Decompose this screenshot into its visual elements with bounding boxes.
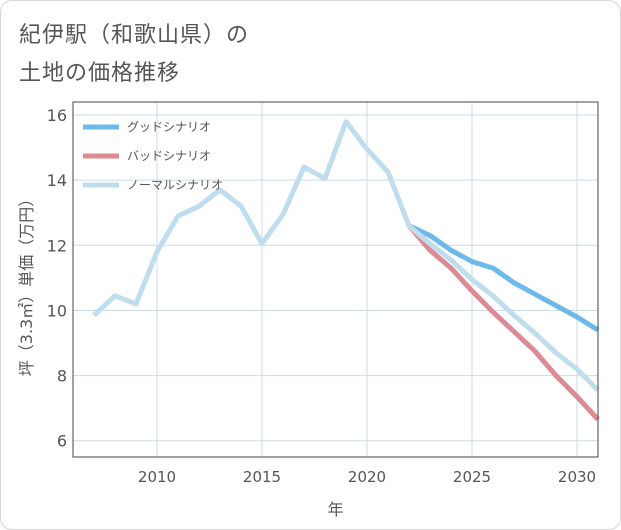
x-tick-label: 2025 xyxy=(453,468,491,486)
x-tick-label: 2030 xyxy=(558,468,596,486)
series-line-good xyxy=(407,223,600,333)
y-tick-label: 8 xyxy=(57,367,67,386)
tick-labels: 2010 2015 2020 2025 2030 6 8 10 12 14 16 xyxy=(47,106,596,486)
axes xyxy=(72,101,599,458)
y-tick-label: 14 xyxy=(47,171,67,190)
chart-title-line-2: 土地の価格推移 xyxy=(19,61,181,86)
legend-label-bad: バッドシナリオ xyxy=(127,149,211,163)
chart-title-line-1: 紀伊駅（和歌山県）の xyxy=(19,23,250,48)
y-tick-label: 10 xyxy=(47,301,67,320)
y-axis-label: 坪（3.3㎡）単価（万円） xyxy=(17,191,36,376)
legend-label-normal: ノーマルシナリオ xyxy=(127,178,223,192)
y-tick-label: 12 xyxy=(47,236,67,255)
y-tick-label: 16 xyxy=(47,106,67,125)
legend-label-good: グッドシナリオ xyxy=(127,120,211,134)
x-tick-label: 2020 xyxy=(348,468,386,486)
series-line-normal xyxy=(92,119,600,392)
x-axis-label: 年 xyxy=(327,500,343,519)
plot-frame xyxy=(72,101,599,458)
series-line-bad xyxy=(407,224,600,422)
y-tick-label: 6 xyxy=(57,432,67,451)
x-tick-label: 2010 xyxy=(138,468,176,486)
series-lines xyxy=(92,119,600,422)
x-tick-label: 2015 xyxy=(243,468,281,486)
